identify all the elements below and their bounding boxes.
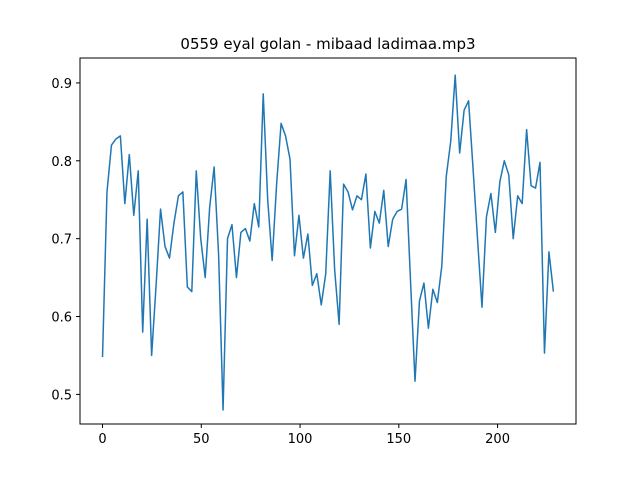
- x-tick-label: 0: [98, 432, 106, 447]
- x-tick-label: 200: [485, 432, 510, 447]
- y-tick-label: 0.7: [51, 233, 72, 248]
- y-tick-label: 0.8: [51, 155, 72, 170]
- x-tick-label: 150: [386, 432, 411, 447]
- y-tick-label: 0.9: [51, 77, 72, 92]
- plot-frame: [79, 57, 577, 425]
- chart-title: 0559 eyal golan - mibaad ladimaa.mp3: [180, 35, 475, 53]
- x-tick-label: 100: [288, 432, 313, 447]
- x-tick-label: 50: [193, 432, 210, 447]
- y-tick-label: 0.5: [51, 388, 72, 403]
- line: [101, 74, 555, 411]
- y-tick-label: 0.6: [51, 311, 72, 326]
